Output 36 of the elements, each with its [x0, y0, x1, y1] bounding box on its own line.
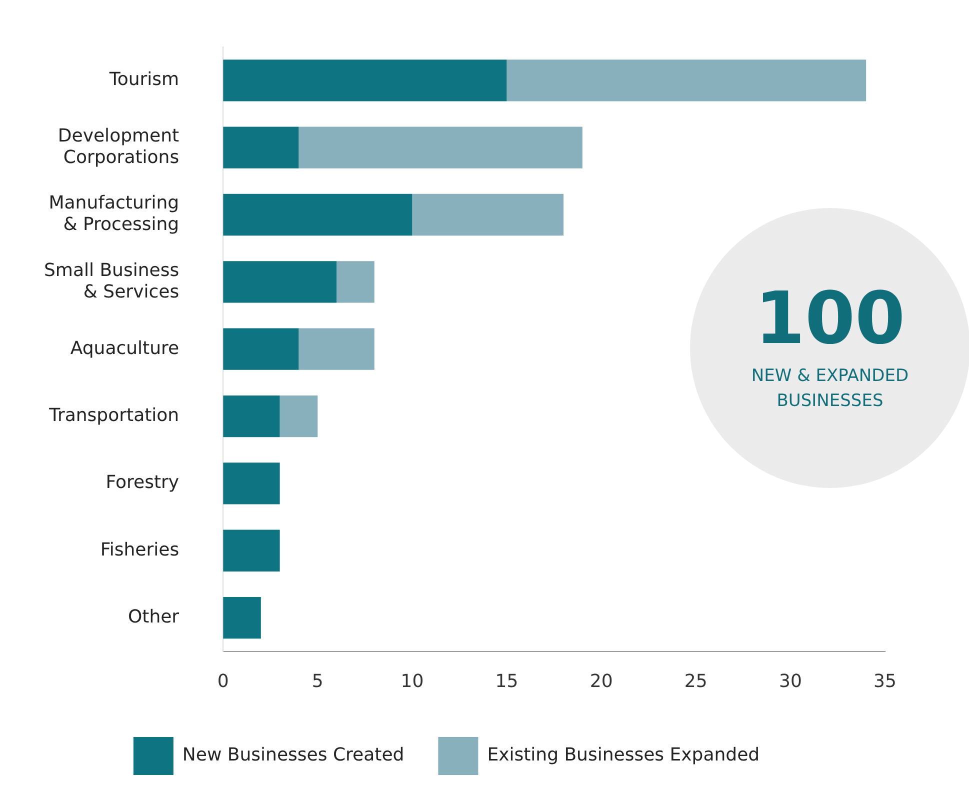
- bar: [506, 60, 866, 102]
- bar: [223, 194, 412, 236]
- annotation: 100: [754, 276, 906, 360]
- y-tick-label: Development Corporations: [58, 125, 180, 168]
- bar: [223, 462, 280, 504]
- bar: [223, 126, 299, 168]
- x-tick-label: 25: [684, 670, 708, 692]
- y-tick-label: Small Business & Services: [44, 260, 180, 302]
- bar: [298, 328, 374, 370]
- y-tick-label: Aquaculture: [70, 338, 180, 359]
- bar: [412, 194, 564, 236]
- y-tick-label: Other: [128, 606, 180, 628]
- x-tick-label: 10: [400, 670, 424, 692]
- x-tick-label: 35: [874, 670, 896, 692]
- bar: [336, 261, 374, 303]
- x-tick-label: 15: [495, 670, 518, 692]
- annotation: NEW & EXPANDED BUSINESSES: [750, 365, 910, 413]
- bar: [223, 60, 507, 102]
- y-tick-label: Forestry: [106, 472, 180, 494]
- x-tick-label: 5: [312, 670, 324, 692]
- bar: [223, 395, 280, 438]
- bar: [223, 530, 280, 572]
- x-tick-label: 0: [217, 670, 229, 692]
- y-tick-label: Transportation: [48, 404, 180, 426]
- bar: [280, 395, 318, 438]
- y-tick-label: Fisheries: [100, 539, 180, 560]
- y-tick-label: Tourism: [108, 69, 180, 90]
- x-tick-label: 20: [590, 670, 613, 692]
- bar: [298, 126, 582, 168]
- x-tick-label: 30: [778, 670, 802, 692]
- legend-label: Existing Businesses Expanded: [487, 744, 760, 766]
- bar: [223, 261, 337, 303]
- bar: [223, 596, 261, 639]
- y-tick-label: Manufacturing & Processing: [48, 192, 180, 236]
- bar: [223, 328, 299, 370]
- legend-label: New Businesses Created: [182, 744, 404, 766]
